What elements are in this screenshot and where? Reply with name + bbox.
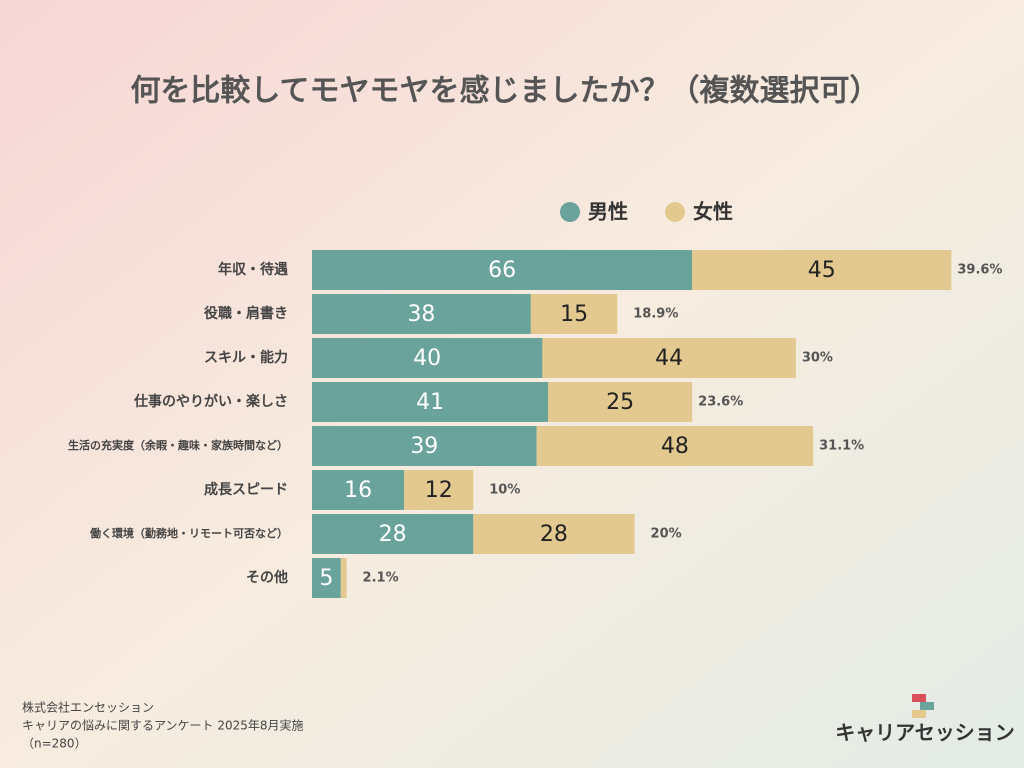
share-label: 20%	[651, 527, 682, 542]
category-label: 生活の充実度（余暇・趣味・家族時間など）	[68, 438, 288, 452]
category-label: 成長スピード	[204, 481, 288, 498]
category-label: 役職・肩書き	[204, 305, 288, 322]
value-label: 28	[540, 522, 568, 547]
legend-swatch	[665, 202, 685, 222]
bar-segment	[340, 558, 347, 598]
category-label: スキル・能力	[204, 349, 288, 366]
category-label: その他	[246, 569, 288, 586]
bar-segment	[312, 426, 537, 466]
value-label: 45	[808, 258, 836, 283]
value-label: 15	[560, 302, 588, 327]
value-label: 38	[407, 302, 435, 327]
chart-title: 何を比較してモヤモヤを感じましたか？（複数選択可）	[130, 74, 879, 109]
legend-label: 女性	[693, 200, 733, 224]
bar-segment	[312, 250, 693, 290]
share-label: 18.9%	[633, 307, 678, 322]
share-label: 10%	[489, 483, 520, 498]
value-label: 16	[344, 478, 372, 503]
bar-segment	[312, 514, 474, 554]
value-label: 5	[319, 566, 333, 591]
bar-segment	[548, 382, 693, 422]
bar-segment	[404, 470, 474, 510]
legend-swatch	[560, 202, 580, 222]
category-label: 年収・待遇	[218, 261, 288, 278]
bar-segment	[312, 294, 531, 334]
category-label: 働く環境（勤務地・リモート可否など）	[89, 526, 288, 540]
value-label: 41	[416, 390, 444, 415]
share-label: 2.1%	[363, 571, 399, 586]
bar-segment	[530, 294, 618, 334]
bar-segment	[473, 514, 635, 554]
logo-text: キャリアセッション	[835, 721, 1015, 745]
value-label: 66	[488, 258, 516, 283]
value-label: 25	[606, 390, 634, 415]
bar-segment	[312, 558, 341, 598]
share-label: 23.6%	[698, 395, 743, 410]
bar-segment	[692, 250, 952, 290]
bar-segment	[536, 426, 814, 466]
bar-segment	[312, 382, 549, 422]
legend-label: 男性	[588, 200, 628, 224]
share-label: 39.6%	[957, 263, 1002, 278]
value-label: 12	[425, 478, 453, 503]
bar-segment	[312, 338, 543, 378]
share-label: 30%	[802, 351, 833, 366]
logo-icon	[912, 694, 934, 718]
value-label: 40	[413, 346, 441, 371]
value-label: 48	[661, 434, 689, 459]
footer-line: キャリアの悩みに関するアンケート 2025年8月実施	[22, 718, 304, 733]
bar-segment	[542, 338, 796, 378]
value-label: 39	[410, 434, 438, 459]
footer-line: （n=280）	[22, 737, 87, 751]
value-label: 44	[655, 346, 683, 371]
footer-line: 株式会社エンセッション	[22, 700, 154, 715]
share-label: 31.1%	[819, 439, 864, 454]
bar-segment	[312, 470, 405, 510]
value-label: 28	[379, 522, 407, 547]
category-label: 仕事のやりがい・楽しさ	[133, 393, 288, 410]
